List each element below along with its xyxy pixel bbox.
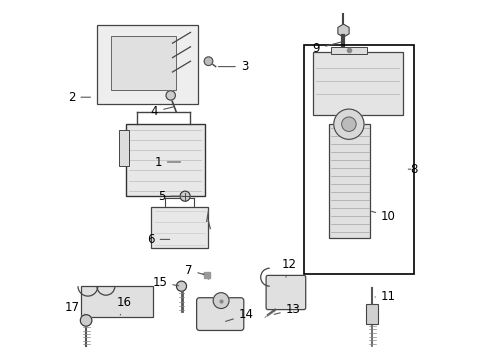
Bar [118,130,129,166]
Bar [111,36,176,90]
Text: 13: 13 [274,303,300,316]
Circle shape [204,57,212,66]
Bar [303,45,413,274]
Text: 3: 3 [218,60,248,73]
FancyBboxPatch shape [196,298,244,330]
Text: 12: 12 [282,258,296,277]
Bar [328,124,370,238]
Text: 10: 10 [370,210,395,222]
FancyBboxPatch shape [81,286,152,317]
Circle shape [341,117,355,131]
Text: 9: 9 [312,42,340,55]
Bar [125,124,204,196]
Circle shape [166,91,175,100]
Polygon shape [97,25,197,104]
Text: 8: 8 [407,163,417,176]
Circle shape [213,293,228,309]
Bar [151,207,208,248]
FancyBboxPatch shape [366,304,378,324]
Text: 4: 4 [150,105,173,118]
Text: 16: 16 [116,296,131,315]
Circle shape [80,315,92,326]
Text: 11: 11 [374,291,395,303]
Bar [330,47,366,54]
Bar [312,52,402,115]
Circle shape [176,281,186,291]
Text: 6: 6 [147,233,169,246]
Text: 17: 17 [64,301,86,315]
Text: 7: 7 [184,264,203,276]
Circle shape [180,191,190,201]
Text: 5: 5 [158,190,182,203]
Text: 14: 14 [225,309,253,321]
Text: 1: 1 [154,156,180,168]
Text: 2: 2 [68,91,90,104]
Text: 15: 15 [152,276,179,289]
Circle shape [333,109,363,139]
FancyBboxPatch shape [265,275,305,310]
